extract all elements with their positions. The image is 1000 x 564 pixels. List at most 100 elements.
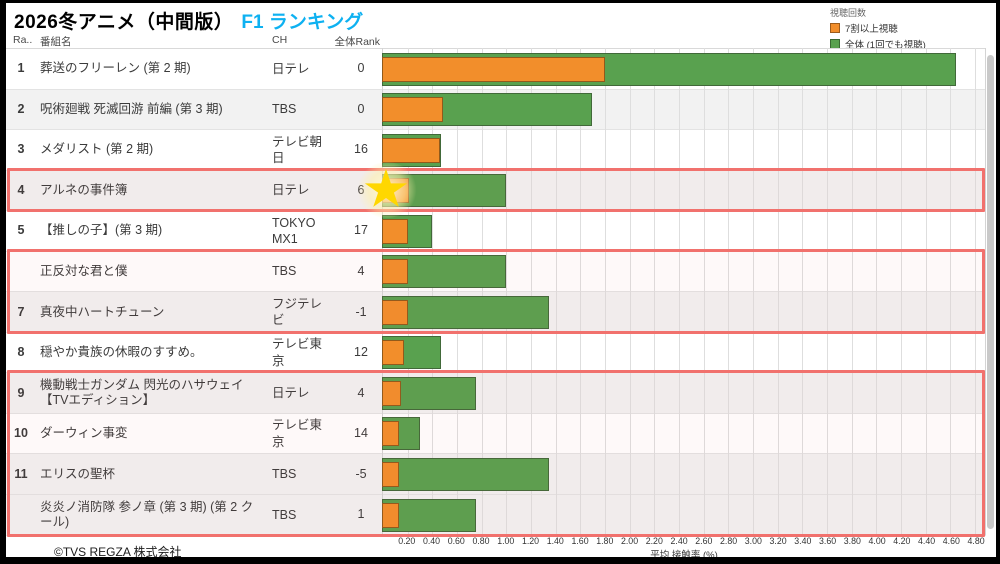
x-axis-tick-label: 3.20: [769, 536, 787, 546]
bar-chart-cell: [382, 130, 986, 170]
rank-cell: 11: [14, 466, 28, 481]
channel-cell: TBS: [272, 264, 297, 279]
table-row[interactable]: 9 機動戦士ガンダム 閃光のハサウェイ【TVエディション】 日テレ 4: [6, 373, 986, 414]
total-views-bar[interactable]: [382, 457, 550, 491]
x-axis-tick-label: 4.20: [893, 536, 911, 546]
channel-cell: 日テレ: [272, 386, 310, 401]
table-row[interactable]: 3 メダリスト (第 2 期) テレビ朝日 16: [6, 130, 986, 171]
column-headers: Ra.. 番組名 CH 全体Rank差: [6, 34, 382, 63]
rank-cell: 4: [17, 182, 25, 197]
table-row[interactable]: 4 アルネの事件簿 日テレ 6: [6, 170, 986, 212]
table-row[interactable]: 1 葬送のフリーレン (第 2 期) 日テレ 0: [6, 49, 986, 90]
x-axis-tick-label: 1.80: [596, 536, 614, 546]
legend-swatch-icon: [830, 23, 840, 33]
channel-cell: フジテレビ: [272, 296, 323, 328]
x-axis-tick-label: 1.60: [571, 536, 589, 546]
x-axis-tick-label: 4.80: [967, 536, 985, 546]
program-title-cell: メダリスト (第 2 期): [40, 142, 154, 157]
heavy-views-bar[interactable]: [382, 259, 408, 285]
table-row[interactable]: 11 エリスの聖杯 TBS -5: [6, 454, 986, 496]
column-header-title[interactable]: 番組名: [40, 36, 72, 48]
bar-chart-cell: [382, 90, 986, 130]
channel-cell: テレビ朝日: [272, 134, 323, 165]
title-main: 2026冬アニメ（中間版）: [14, 11, 234, 33]
table-row[interactable]: 正反対な君と僕 TBS 4: [6, 251, 986, 293]
program-title-cell: 炎炎ノ消防隊 参ノ章 (第 3 期) (第 2 クール): [40, 499, 254, 529]
rank-cell: 3: [17, 142, 25, 157]
table-row[interactable]: 炎炎ノ消防隊 参ノ章 (第 3 期) (第 2 クール) TBS 1: [6, 495, 986, 536]
legend: 視聴回数 7割以上視聴 全体 (1回でも視聴): [830, 6, 990, 51]
table-row[interactable]: 5 【推しの子】(第 3 期) TOKYO MX1 17: [6, 211, 986, 252]
column-header-channel[interactable]: CH: [272, 34, 288, 46]
program-title-cell: 機動戦士ガンダム 閃光のハサウェイ【TVエディション】: [40, 378, 244, 408]
rank-diff-cell: -5: [355, 466, 367, 481]
rank-diff-cell: 14: [354, 426, 368, 441]
column-header-rank-diff[interactable]: 全体Rank差: [334, 36, 380, 63]
program-title-cell: エリスの聖杯: [40, 466, 116, 481]
x-axis-tick-label: 3.40: [794, 536, 812, 546]
legend-item[interactable]: 7割以上視聴: [830, 21, 990, 35]
channel-cell: テレビ東京: [272, 337, 323, 368]
rank-diff-cell: 0: [357, 101, 365, 116]
column-header-rank[interactable]: Ra..: [13, 34, 33, 46]
total-views-bar[interactable]: [382, 295, 550, 329]
x-axis-tick-label: 2.60: [695, 536, 713, 546]
rank-cell: 7: [17, 304, 25, 319]
legend-item-label: 7割以上視聴: [845, 24, 898, 35]
heavy-views-bar[interactable]: [382, 97, 443, 123]
heavy-views-bar[interactable]: [382, 380, 401, 406]
title-accent: F1 ランキング: [241, 11, 364, 33]
program-title-cell: ダーウィン事変: [40, 426, 128, 441]
x-axis-tick-label: 4.40: [918, 536, 936, 546]
rank-cell: [6, 252, 36, 292]
rank-cell: [6, 495, 36, 535]
x-axis-tick-label: 2.80: [719, 536, 738, 546]
x-axis-title: 平均 接触率 (%): [650, 550, 718, 561]
heavy-views-bar[interactable]: [382, 461, 400, 487]
heavy-views-bar[interactable]: [382, 218, 408, 244]
heavy-views-bar[interactable]: [382, 137, 441, 163]
bar-chart-cell: [382, 454, 986, 494]
x-axis-tick-label: 1.40: [546, 536, 564, 546]
bar-chart-cell: [382, 171, 986, 211]
x-axis-tick-label: 0.80: [472, 536, 490, 546]
rank-diff-cell: 0: [357, 61, 365, 76]
heavy-views-bar[interactable]: [382, 421, 400, 447]
heavy-views-bar[interactable]: [382, 502, 400, 528]
table-row[interactable]: 10 ダーウィン事変 テレビ東京 14: [6, 413, 986, 455]
x-axis-tick-label: 3.60: [819, 536, 837, 546]
table-row[interactable]: 2 呪術廻戦 死滅回游 前編 (第 3 期) TBS 0: [6, 89, 986, 131]
program-title-cell: 真夜中ハートチューン: [40, 304, 165, 319]
bar-chart-cell: [382, 211, 986, 251]
legend-title: 視聴回数: [830, 8, 867, 18]
program-title-cell: 正反対な君と僕: [40, 264, 128, 278]
rank-cell: 10: [14, 426, 28, 441]
bar-chart-cell: [382, 495, 986, 535]
x-axis-tick-label: 0.20: [398, 536, 416, 546]
x-axis-tick-label: 4.60: [942, 536, 960, 546]
x-axis-ticks: 0.20 0.40 0.60 0.80 1.00 1.20 1.40 1.60 1.80 2.00…: [382, 536, 986, 547]
bar-chart-cell: [382, 49, 986, 89]
copyright-text: ©TVS REGZA 株式会社: [54, 545, 182, 559]
channel-cell: TBS: [272, 507, 297, 522]
x-axis-tick-label: 4.00: [868, 536, 886, 546]
rank-diff-cell: 1: [357, 507, 365, 522]
table-row[interactable]: 8 穏やか貴族の休暇のすすめ。 テレビ東京 12: [6, 332, 986, 374]
bar-chart-cell: [382, 333, 986, 373]
program-title-cell: アルネの事件簿: [40, 182, 128, 197]
rank-cell: 9: [17, 385, 25, 400]
heavy-views-bar[interactable]: [382, 340, 405, 366]
rank-cell: 8: [17, 345, 25, 360]
page-title: 2026冬アニメ（中間版） F1 ランキング: [14, 5, 363, 35]
vertical-scrollbar[interactable]: [987, 55, 994, 529]
rank-diff-cell: 16: [354, 142, 368, 157]
table-row[interactable]: 7 真夜中ハートチューン フジテレビ -1: [6, 292, 986, 333]
heavy-views-bar[interactable]: [382, 56, 605, 82]
bar-chart-cell: [382, 252, 986, 292]
program-title-cell: 呪術廻戦 死滅回游 前編 (第 3 期): [40, 101, 223, 116]
heavy-views-bar[interactable]: [382, 299, 408, 325]
x-axis-tick-label: 2.40: [670, 536, 688, 546]
channel-cell: 日テレ: [272, 61, 310, 76]
channel-cell: TBS: [272, 102, 297, 117]
